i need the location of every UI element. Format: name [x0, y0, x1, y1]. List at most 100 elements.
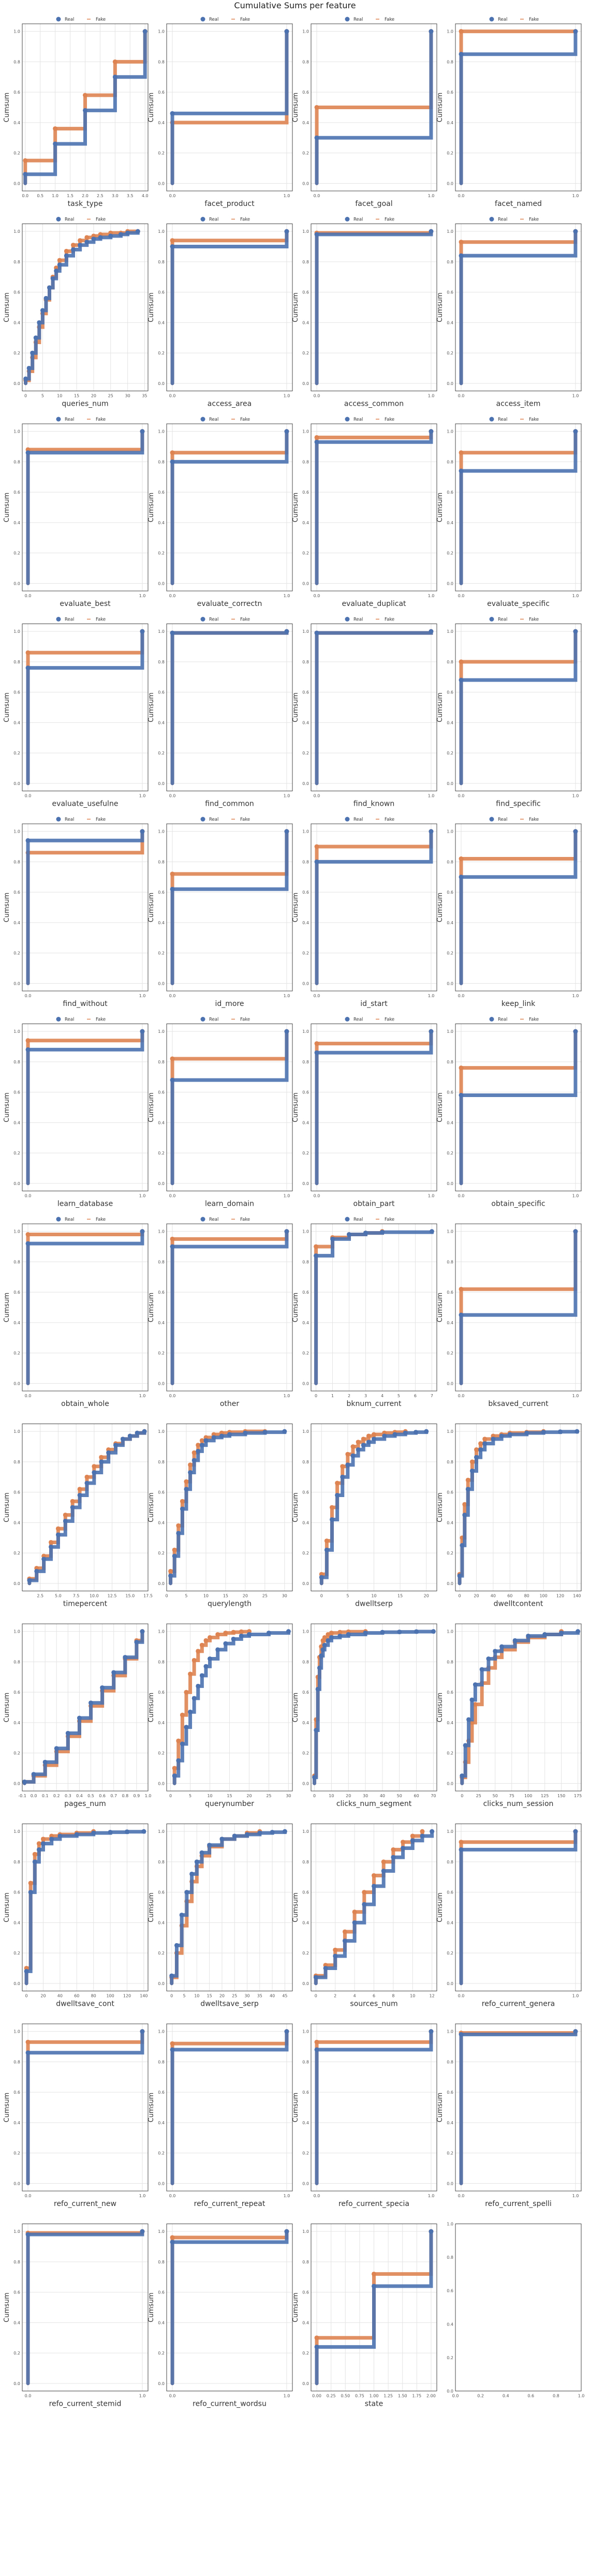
legend-real-marker: [56, 17, 61, 22]
legend: Real Fake: [56, 817, 106, 822]
fake-point: [330, 1505, 334, 1510]
x-axis-label: learn_domain: [205, 1200, 254, 1208]
legend-fake-label: Fake: [96, 617, 106, 623]
x-tick-label: 1.0: [139, 1194, 146, 1198]
legend-real-marker: [489, 417, 494, 422]
fake-point: [170, 450, 175, 455]
y-tick-label: 0.4: [13, 521, 20, 525]
x-tick-label: 1.0: [572, 594, 579, 598]
fake-series-line: [26, 1230, 144, 1385]
fake-series-line: [459, 430, 578, 585]
axes-frame: [455, 1824, 582, 1991]
x-tick-label: 17.5: [143, 1594, 153, 1598]
real-series-line: [26, 629, 144, 786]
y-axis-label: Cumsum: [436, 1092, 444, 1122]
y-axis-label: Cumsum: [292, 292, 300, 322]
x-tick-label: 40: [270, 1994, 275, 1998]
real-series-line: [27, 1429, 146, 1586]
real-point: [55, 1532, 61, 1537]
y-tick-label: 1.0: [447, 430, 453, 434]
real-point: [54, 1746, 59, 1751]
real-series-line: [459, 1829, 578, 1986]
x-tick-label: 1.75: [412, 2394, 421, 2399]
y-tick-label: 0.8: [447, 1660, 453, 1664]
subplot-state: 0.0 0.2 0.4 0.6 0.8 1.0 0.00 0.25 0.50 0.75 1.00 1.…: [292, 2224, 437, 2408]
y-tick-label: 0.6: [13, 2090, 20, 2095]
y-tick-label: 0.8: [13, 860, 20, 864]
y-tick-label: 1.0: [158, 1630, 165, 1634]
y-tick-label: 0.0: [158, 981, 165, 986]
y-tick-label: 0.4: [13, 2320, 20, 2325]
real-point: [28, 1890, 33, 1895]
legend-real-label: Real: [65, 1017, 74, 1023]
subplot-evaluate_correctn: 0.0 0.2 0.4 0.6 0.8 1.0 0.0 1.0 evaluate_correct…: [148, 417, 293, 608]
y-tick-label: 0.8: [447, 1060, 453, 1064]
x-tick-label: 0.0: [169, 2194, 176, 2198]
x-tick-label: 40: [380, 1794, 385, 1798]
x-tick-label: 0.4: [503, 2394, 509, 2399]
legend: Real Fake: [56, 217, 106, 223]
real-point: [524, 1430, 529, 1435]
y-tick-label: 0.4: [447, 521, 453, 525]
legend-real-label: Real: [209, 217, 218, 223]
legend: Real Fake: [200, 1017, 250, 1023]
real-point: [573, 1029, 578, 1034]
fake-point: [231, 1630, 236, 1635]
fake-point: [352, 1909, 357, 1915]
axes-frame: [455, 224, 582, 391]
real-point: [108, 1830, 113, 1835]
subplot-grid: 0.0 0.2 0.4 0.6 0.8 1.0 0.0 0.5 1.0 1.5 2.0 2.5 3.0 3…: [3, 17, 584, 2408]
x-axis-label: refo_current_repeat: [194, 2200, 266, 2208]
legend-real-label: Real: [65, 217, 74, 223]
legend: Real Fake: [56, 617, 106, 623]
x-tick-label: 1.0: [284, 2194, 290, 2198]
x-tick-label: 30: [244, 1994, 249, 1998]
legend-real-label: Real: [209, 617, 218, 623]
legend-fake-label: Fake: [240, 417, 250, 422]
y-tick-label: 0.6: [158, 90, 165, 95]
subplot-refo_current_stemid: 0.0 0.2 0.4 0.6 0.8 1.0 0.0 1.0 refo_current_ste…: [3, 2224, 149, 2408]
real-point: [284, 2029, 289, 2034]
y-tick-label: 0.2: [13, 551, 20, 556]
y-tick-label: 0.4: [13, 121, 20, 125]
y-tick-label: 0.0: [158, 1581, 165, 1586]
fake-point: [314, 844, 319, 849]
x-tick-label: 80: [524, 1594, 529, 1598]
x-tick-label: 0.0: [169, 194, 176, 198]
y-axis-label: Cumsum: [3, 1693, 11, 1723]
axes-frame: [166, 624, 293, 791]
fake-point: [170, 238, 175, 243]
x-tick-label: 3.0: [112, 194, 119, 198]
real-point: [199, 1850, 204, 1855]
x-tick-label: 175: [574, 1794, 582, 1798]
axes-frame: [22, 23, 149, 191]
real-series-line: [24, 1829, 146, 1986]
x-tick-label: 0.0: [314, 1194, 320, 1198]
legend-fake-label: Fake: [240, 1017, 250, 1023]
legend-real-label: Real: [209, 17, 218, 22]
x-tick-label: 15: [397, 1594, 403, 1598]
y-tick-label: 1.0: [447, 2222, 453, 2227]
y-tick-label: 0.8: [158, 460, 165, 464]
real-point: [335, 1493, 340, 1498]
y-tick-label: 0.8: [302, 1060, 309, 1064]
fake-point: [473, 1702, 478, 1707]
real-point: [573, 29, 578, 34]
real-point: [89, 1700, 94, 1706]
real-series-line: [315, 1029, 433, 1186]
y-tick-label: 1.0: [447, 2030, 453, 2034]
x-tick-label: 15: [223, 1594, 228, 1598]
legend-real-marker: [200, 217, 205, 221]
y-axis-label: Cumsum: [436, 692, 444, 722]
y-tick-label: 1.0: [302, 629, 309, 634]
fake-point: [356, 1440, 361, 1445]
real-point: [337, 1633, 343, 1638]
real-point: [32, 1859, 37, 1864]
y-tick-label: 0.0: [13, 2181, 20, 2186]
legend-real-label: Real: [498, 17, 507, 22]
y-tick-label: 0.2: [158, 151, 165, 156]
real-point: [111, 1670, 116, 1675]
legend-fake-label: Fake: [385, 17, 394, 22]
y-tick-label: 0.0: [13, 1381, 20, 1386]
real-point: [34, 1568, 39, 1574]
